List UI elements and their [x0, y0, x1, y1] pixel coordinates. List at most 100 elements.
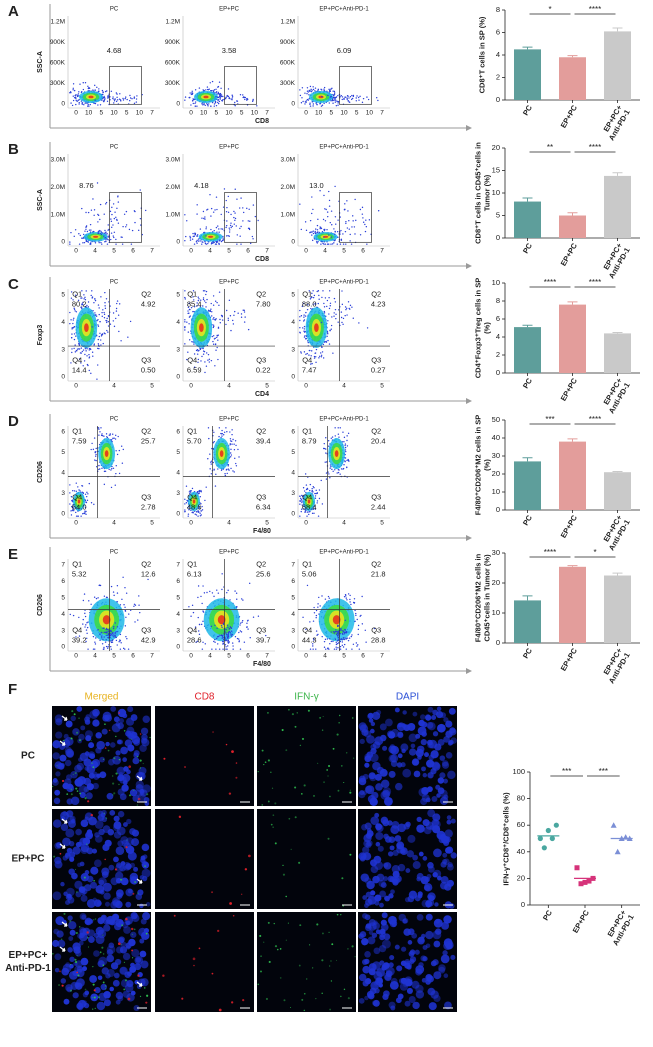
- cell: [76, 762, 85, 771]
- cell: [84, 730, 93, 739]
- event-dot: [355, 612, 357, 615]
- x-tick-label: 6: [361, 248, 365, 255]
- quadrant-percentage: 64.0: [72, 503, 87, 512]
- cell: [115, 772, 118, 775]
- event-dot: [304, 330, 306, 333]
- event-dot: [334, 469, 336, 471]
- event-dot: [226, 624, 229, 626]
- x-tick-label: 5: [330, 110, 334, 117]
- event-dot: [93, 302, 95, 304]
- event-dot: [344, 203, 346, 205]
- event-dot: [334, 233, 336, 235]
- event-dot: [328, 597, 331, 599]
- event-dot: [116, 592, 119, 594]
- event-dot: [232, 438, 234, 441]
- event-dot: [116, 453, 119, 456]
- event-dot: [314, 90, 316, 92]
- event-dot: [238, 640, 241, 642]
- event-dot: [235, 225, 237, 227]
- y-tick-label: 7: [291, 562, 295, 569]
- x-tick-label: 5: [265, 520, 269, 527]
- event-dot: [333, 228, 335, 230]
- event-dot: [197, 585, 200, 587]
- event-dot: [86, 355, 88, 357]
- quadrant-name: Q4: [72, 356, 82, 365]
- event-dot: [97, 324, 99, 326]
- event-dot: [99, 218, 101, 221]
- event-dot: [319, 605, 321, 607]
- event-dot: [318, 489, 321, 491]
- y-tick-label: 2: [496, 72, 500, 81]
- event-dot: [337, 433, 340, 435]
- cell: [136, 755, 139, 758]
- event-dot: [299, 316, 301, 318]
- cell: [65, 720, 73, 728]
- y-tick-label: 1.0M: [51, 211, 65, 218]
- cell: [135, 789, 143, 797]
- event-dot: [102, 93, 104, 96]
- event-dot: [359, 95, 361, 98]
- event-dot: [86, 102, 89, 104]
- event-dot: [319, 226, 321, 228]
- event-dot: [187, 513, 190, 515]
- event-dot: [238, 456, 240, 458]
- event-dot: [344, 314, 346, 317]
- event-dot: [225, 323, 227, 326]
- event-dot: [317, 515, 320, 517]
- event-dot: [301, 327, 304, 329]
- y-tick-label: 0: [61, 644, 65, 651]
- event-dot: [347, 593, 350, 595]
- event-dot: [329, 305, 331, 307]
- event-dot: [128, 613, 130, 615]
- event-dot: [111, 632, 113, 635]
- channel-header: Merged: [85, 692, 119, 703]
- y-tick-label: 900K: [280, 39, 296, 46]
- event-dot: [91, 326, 93, 328]
- event-dot: [344, 460, 346, 462]
- cell: [163, 757, 166, 760]
- event-dot: [246, 207, 248, 210]
- event-dot: [94, 455, 97, 457]
- event-dot: [187, 351, 189, 353]
- event-dot: [227, 641, 229, 643]
- event-dot: [190, 615, 192, 617]
- event-dot: [117, 195, 119, 197]
- event-dot: [206, 352, 208, 354]
- event-dot: [303, 351, 306, 353]
- event-dot: [320, 88, 322, 91]
- cell: [124, 739, 133, 747]
- density-core: [199, 323, 204, 333]
- event-dot: [116, 93, 118, 95]
- event-dot: [358, 648, 361, 650]
- y-tick-label: 6: [291, 578, 295, 585]
- cell: [67, 783, 74, 790]
- event-dot: [83, 294, 85, 296]
- event-dot: [85, 629, 88, 631]
- event-dot: [197, 358, 200, 361]
- event-dot: [109, 210, 112, 213]
- event-dot: [349, 240, 351, 242]
- event-dot: [337, 102, 339, 104]
- event-dot: [345, 595, 347, 597]
- event-dot: [327, 94, 329, 97]
- event-dot: [101, 315, 103, 318]
- event-dot: [347, 210, 349, 212]
- event-dot: [319, 355, 321, 357]
- event-dot: [99, 332, 101, 335]
- event-dot: [332, 90, 334, 92]
- event-dot: [257, 219, 259, 222]
- x-tick-label: 7: [380, 248, 384, 255]
- event-dot: [90, 229, 92, 231]
- event-dot: [304, 103, 306, 105]
- x-tick-label: 0: [74, 520, 78, 527]
- event-dot: [224, 473, 226, 475]
- y-tick-label: 6: [61, 578, 65, 585]
- event-dot: [127, 648, 130, 650]
- quadrant-percentage: 0.27: [371, 366, 386, 375]
- cell: [88, 742, 95, 749]
- y-tick-label: 0: [291, 101, 295, 108]
- event-dot: [311, 234, 313, 236]
- event-dot: [202, 210, 205, 213]
- event-dot: [226, 309, 228, 312]
- bar: [559, 441, 586, 510]
